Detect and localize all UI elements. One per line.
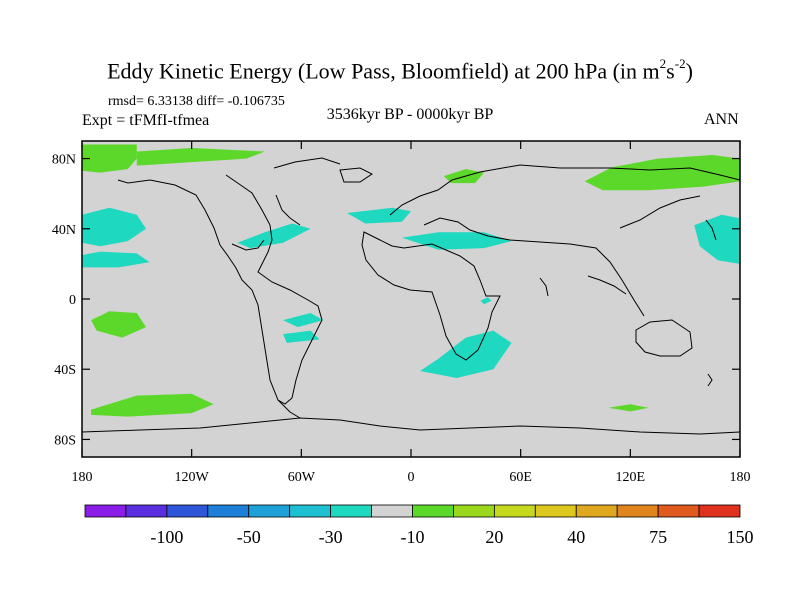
colorbar-swatch (657, 504, 700, 518)
colorbar-label: -100 (150, 527, 183, 547)
region-north-pacific-ne-positive (136, 148, 265, 166)
experiment-label: Expt = tFMfI-tfmea (82, 112, 210, 129)
y-tick-label: 40S (54, 363, 76, 378)
colorbar-swatch (207, 504, 250, 518)
region-north-pacific-negative (82, 207, 146, 247)
coastlines (82, 157, 740, 435)
x-tick-label: 60E (509, 470, 532, 485)
stats-label: rmsd= 6.33138 diff= -0.106735 (108, 94, 285, 109)
x-tick-label: 180 (72, 470, 93, 485)
colorbar-swatch (166, 504, 209, 518)
colorbar-swatch (125, 504, 168, 518)
colorbar-swatch (698, 504, 741, 518)
colorbar-swatch (289, 504, 332, 518)
region-siberia-positive (584, 155, 740, 191)
region-equatorial-atlantic-negative (283, 313, 324, 328)
season-label: ANN (704, 111, 739, 128)
anomaly-regions (82, 144, 740, 417)
colorbar-swatch (330, 504, 372, 518)
colorbar-label: 75 (649, 527, 667, 547)
y-tick-label: 80N (52, 153, 76, 168)
colorbar: -100 -50 -30 -10 20 40 75 150 (84, 504, 754, 547)
colorbar-swatch (493, 504, 536, 518)
region-pacific-40n-negative (82, 251, 150, 268)
region-europe-africa-negative (401, 232, 512, 250)
region-indian-small-negative (480, 297, 492, 305)
colorbar-swatch (412, 504, 454, 518)
region-indian-south-positive (608, 404, 649, 412)
region-south-pacific-small-negative (283, 330, 320, 343)
colorbar-label: 150 (727, 527, 754, 547)
region-us-east-negative (237, 223, 311, 249)
colorbar-label: 20 (485, 527, 503, 547)
colorbar-swatch (453, 504, 495, 518)
colorbar-swatch (534, 504, 577, 518)
x-tick-label: 0 (408, 470, 415, 485)
period-label: 3536kyr BP - 0000kyr BP (326, 106, 494, 123)
colorbar-label: -50 (237, 527, 261, 547)
region-pacific-south-positive (91, 311, 146, 338)
y-tick-label: 80S (54, 433, 76, 448)
region-pacific-southwest-positive (91, 393, 214, 417)
x-tick-label: 120E (616, 470, 646, 485)
y-tick-label: 0 (69, 293, 76, 308)
colorbar-label: -10 (401, 527, 425, 547)
x-tick-label: 60W (288, 470, 316, 485)
colorbar-swatch (575, 504, 618, 518)
region-arctic-atlantic-positive (82, 144, 137, 173)
colorbar-swatch (371, 504, 413, 518)
colorbar-label: -30 (319, 527, 343, 547)
x-tick-label: 180 (730, 470, 751, 485)
colorbar-swatch (248, 504, 291, 518)
region-atlantic-north-negative (347, 207, 411, 224)
chart-title: Eddy Kinetic Energy (Low Pass, Bloomfiel… (107, 56, 693, 84)
colorbar-label: 40 (567, 527, 585, 547)
region-east-pacific-negative (694, 214, 740, 264)
colorbar-swatch (616, 504, 659, 518)
y-tick-label: 40N (52, 223, 76, 238)
x-tick-label: 120W (175, 470, 210, 485)
axes: 180 120W 60W 0 60E 120E 180 80N 40N 0 40S 80S (52, 141, 751, 485)
colorbar-swatch (84, 504, 127, 518)
region-indian-ocean-negative (432, 358, 452, 371)
